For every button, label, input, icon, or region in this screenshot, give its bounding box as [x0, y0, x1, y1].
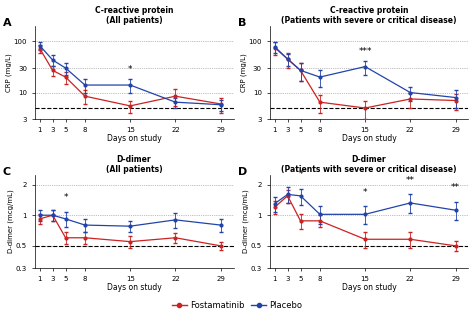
- X-axis label: Days on study: Days on study: [342, 283, 396, 292]
- Text: C: C: [3, 167, 11, 177]
- Y-axis label: D-dimer (mcg/mL): D-dimer (mcg/mL): [243, 190, 249, 253]
- Title: D-dimer
(All patients): D-dimer (All patients): [106, 155, 163, 174]
- Text: *: *: [64, 193, 68, 202]
- Y-axis label: CRP (mg/L): CRP (mg/L): [6, 53, 12, 92]
- X-axis label: Days on study: Days on study: [107, 283, 162, 292]
- Text: **: **: [406, 176, 415, 184]
- Text: B: B: [237, 18, 246, 28]
- X-axis label: Days on study: Days on study: [342, 134, 396, 143]
- Y-axis label: D-dimer (mcg/mL): D-dimer (mcg/mL): [8, 190, 14, 253]
- X-axis label: Days on study: Days on study: [107, 134, 162, 143]
- Text: *: *: [363, 188, 367, 197]
- Text: A: A: [3, 18, 11, 28]
- Text: *: *: [298, 170, 303, 179]
- Y-axis label: CRP (mg/L): CRP (mg/L): [240, 53, 247, 92]
- Legend: Fostamatinib, Placebo: Fostamatinib, Placebo: [168, 297, 306, 313]
- Text: *: *: [128, 66, 132, 74]
- Text: **: **: [451, 184, 460, 192]
- Text: D: D: [237, 167, 247, 177]
- Title: C-reactive protein
(All patients): C-reactive protein (All patients): [95, 6, 173, 25]
- Title: C-reactive protein
(Patients with severe or critical disease): C-reactive protein (Patients with severe…: [281, 6, 457, 25]
- Title: D-dimer
(Patients with severe or critical disease): D-dimer (Patients with severe or critica…: [281, 155, 457, 174]
- Text: ***: ***: [358, 47, 372, 55]
